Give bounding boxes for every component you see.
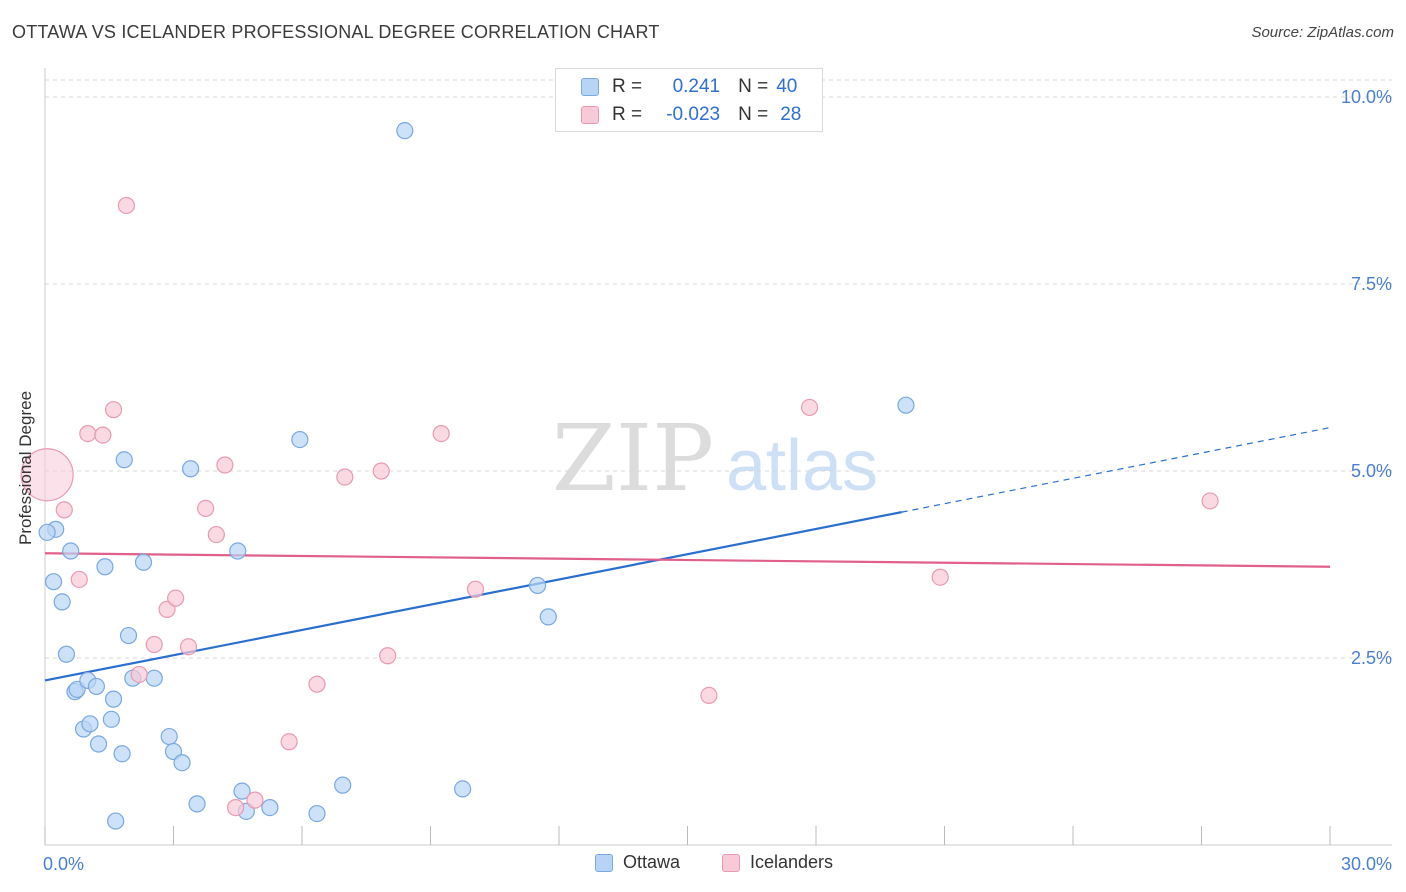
icelanders-point xyxy=(216,456,234,474)
ottawa-point xyxy=(308,804,326,823)
icelanders-point xyxy=(70,570,88,589)
icelanders-n-value: 28 xyxy=(780,104,802,125)
y-tick-label: 2.5% xyxy=(1351,648,1392,668)
ottawa-point xyxy=(291,430,309,449)
watermark-atlas: atlas xyxy=(726,426,878,506)
icelanders-r-value: -0.023 xyxy=(666,104,721,125)
ottawa-swatch xyxy=(581,78,599,96)
ottawa-point xyxy=(396,122,414,140)
ottawa-point xyxy=(102,710,120,728)
icelanders-point xyxy=(179,638,198,656)
icelanders-point xyxy=(379,647,397,665)
x-tick-label: 0.0% xyxy=(43,854,84,874)
icelanders-point xyxy=(227,798,245,817)
ottawa-point xyxy=(44,573,63,591)
ottawa-point xyxy=(454,780,472,798)
trendline-extension-ottawa xyxy=(901,427,1331,513)
ottawa-n-value: 40 xyxy=(776,76,798,97)
stats-row-icelanders: R = -0.023 N = 28 xyxy=(556,101,801,129)
icelanders-point xyxy=(308,675,326,693)
legend-ottawa-swatch xyxy=(595,853,613,872)
ottawa-point xyxy=(539,608,557,626)
icelanders-point xyxy=(117,196,135,215)
icelanders-swatch xyxy=(581,106,599,124)
icelanders-point xyxy=(800,398,819,417)
ottawa-point xyxy=(115,451,133,469)
legend-icelanders-label: Icelanders xyxy=(750,852,834,872)
data-points xyxy=(20,122,1219,830)
stats-box: R = 0.241 N = 40 R = -0.023 N = 28 xyxy=(555,68,823,132)
icelanders-r-label: R = xyxy=(612,104,643,125)
ottawa-point xyxy=(38,523,56,541)
ottawa-point xyxy=(897,396,915,414)
ottawa-r-label: R = xyxy=(612,76,643,97)
trendline-icelanders xyxy=(44,552,1331,568)
icelanders-point xyxy=(372,462,390,480)
icelanders-point xyxy=(336,468,354,486)
icelanders-point xyxy=(79,425,97,443)
ottawa-point xyxy=(81,715,99,733)
icelanders-point xyxy=(931,568,949,586)
watermark-zip: ZIP xyxy=(552,405,714,512)
ottawa-point xyxy=(182,460,200,478)
chart-title: OTTAWA VS ICELANDER PROFESSIONAL DEGREE … xyxy=(12,22,660,42)
ottawa-point xyxy=(89,735,108,753)
icelanders-point xyxy=(20,448,74,502)
ottawa-n-label: N = xyxy=(738,76,769,97)
icelanders-point xyxy=(700,686,718,705)
y-axis-label: Professional Degree xyxy=(16,390,35,545)
ottawa-point xyxy=(62,542,80,560)
ottawa-point xyxy=(188,795,206,813)
source-label: Source: ZipAtlas.com xyxy=(1251,24,1394,41)
y-tick-label: 10.0% xyxy=(1341,87,1392,107)
icelanders-n-label: N = xyxy=(738,104,769,125)
y-tick-label: 7.5% xyxy=(1351,274,1392,294)
stats-row-ottawa: R = 0.241 N = 40 xyxy=(556,73,797,101)
x-tick-label: 30.0% xyxy=(1341,854,1392,874)
icelanders-point xyxy=(167,589,185,607)
ottawa-point xyxy=(119,626,138,645)
legend-ottawa: Ottawa xyxy=(595,852,680,873)
icelanders-point xyxy=(207,525,225,544)
ottawa-point xyxy=(261,798,279,817)
icelanders-point xyxy=(104,401,123,419)
ottawa-point xyxy=(107,812,125,830)
ottawa-point xyxy=(160,727,178,746)
ottawa-point xyxy=(57,645,76,663)
ottawa-point xyxy=(96,558,114,576)
ottawa-r-value: 0.241 xyxy=(672,76,721,97)
ottawa-point xyxy=(145,669,163,687)
icelanders-point xyxy=(466,580,485,598)
ottawa-point xyxy=(87,677,106,696)
icelanders-point xyxy=(55,501,73,519)
ottawa-point xyxy=(173,754,191,772)
watermark: ZIP atlas xyxy=(552,405,878,512)
ottawa-point xyxy=(528,576,547,595)
ottawa-point xyxy=(334,776,352,794)
icelanders-point xyxy=(130,665,148,684)
legend-icelanders: Icelanders xyxy=(722,852,833,873)
grid-lines xyxy=(45,79,1392,659)
tick-labels: 2.5% 5.0% 7.5% 10.0% 0.0% 30.0% xyxy=(43,87,1392,874)
y-tick-label: 5.0% xyxy=(1351,461,1392,481)
icelanders-point xyxy=(1201,492,1219,510)
icelanders-point xyxy=(145,635,163,654)
icelanders-point xyxy=(280,733,298,751)
icelanders-point xyxy=(246,791,264,809)
ottawa-point xyxy=(134,553,153,571)
ottawa-point xyxy=(104,690,123,708)
ottawa-point xyxy=(53,593,71,611)
icelanders-point xyxy=(432,425,450,443)
legend-icelanders-swatch xyxy=(722,853,740,872)
ottawa-point xyxy=(229,542,247,560)
icelanders-point xyxy=(197,499,215,517)
ottawa-point xyxy=(233,782,251,800)
axes xyxy=(44,68,1392,846)
ottawa-point xyxy=(113,745,131,763)
icelanders-point xyxy=(94,426,112,444)
legend-ottawa-label: Ottawa xyxy=(623,852,681,872)
